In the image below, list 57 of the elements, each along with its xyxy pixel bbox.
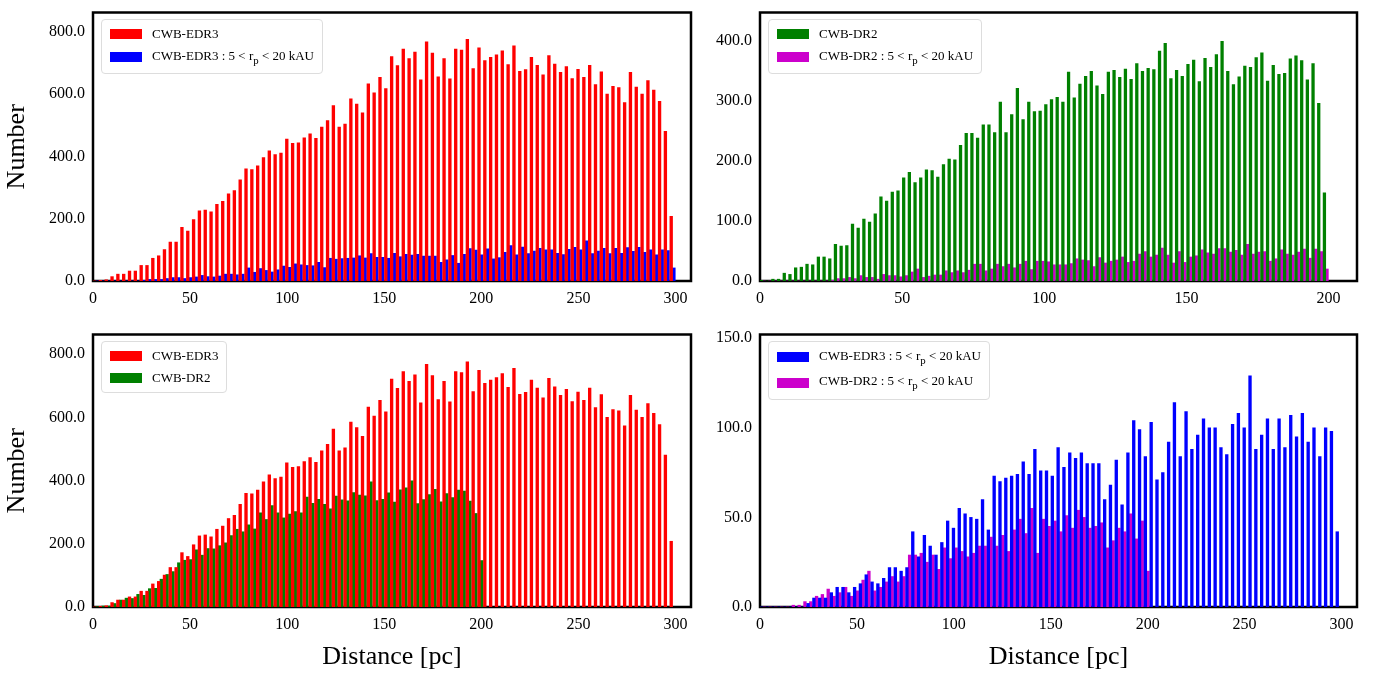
x-tick-label: 300	[663, 614, 688, 632]
x-axis-title: Distance [pc]	[322, 641, 462, 671]
x-tick-label: 250	[1232, 614, 1257, 632]
legend-label: CWB-DR2 : 5 < r$_{p}$ < 20 kAU	[819, 46, 974, 68]
x-tick-label: 150	[372, 614, 397, 632]
x-tick-label: 200	[1316, 288, 1341, 306]
x-tick-label: 0	[89, 288, 97, 306]
y-tick-label: 200.0	[49, 534, 85, 551]
x-tick-label: 300	[663, 288, 688, 306]
y-tick-label: 50.0	[724, 507, 752, 525]
x-tick-label: 50	[894, 288, 911, 306]
legend-label: CWB-DR2 : 5 < r$_{p}$ < 20 kAU	[819, 372, 974, 393]
legend-label: CWB-EDR3	[152, 346, 219, 365]
y-tick-label: 400.0	[49, 470, 85, 488]
x-tick-label: 50	[182, 288, 199, 306]
x-tick-label: 200	[1135, 614, 1160, 632]
legend-label: CWB-DR2	[819, 24, 878, 43]
x-tick-label: 0	[756, 288, 764, 306]
y-axis-title: Number	[1, 427, 31, 514]
x-tick-label: 50	[848, 614, 865, 632]
y-tick-label: 800.0	[49, 344, 85, 362]
x-tick-label: 0	[756, 614, 764, 632]
y-tick-label: 600.0	[49, 84, 85, 102]
y-tick-label: 150.0	[716, 328, 752, 346]
legend-label: CWB-DR2	[152, 368, 211, 387]
x-tick-label: 200	[469, 614, 494, 632]
y-tick-label: 0.0	[732, 271, 752, 289]
x-tick-label: 100	[941, 614, 966, 632]
x-tick-label: 150	[1174, 288, 1199, 306]
y-tick-label: 0.0	[65, 271, 85, 289]
legend-label: CWB-EDR3 : 5 < r$_{p}$ < 20 kAU	[152, 46, 314, 68]
y-tick-label: 200.0	[716, 151, 752, 169]
y-tick-label: 400.0	[716, 31, 752, 49]
y-tick-label: 800.0	[49, 22, 85, 40]
x-tick-label: 100	[275, 614, 300, 632]
legend-label: CWB-EDR3	[152, 24, 219, 43]
x-tick-label: 100	[1032, 288, 1057, 306]
y-tick-label: 100.0	[716, 211, 752, 229]
x-tick-label: 250	[566, 614, 591, 632]
x-tick-label: 300	[1329, 614, 1354, 632]
y-tick-label: 100.0	[716, 417, 752, 435]
y-tick-label: 200.0	[49, 208, 85, 226]
x-tick-label: 150	[1038, 614, 1063, 632]
y-axis-title: Number	[1, 103, 31, 190]
y-tick-label: 300.0	[716, 91, 752, 109]
x-tick-label: 150	[372, 288, 397, 306]
x-tick-label: 100	[275, 288, 300, 306]
y-tick-label: 600.0	[49, 407, 85, 425]
x-tick-label: 0	[89, 614, 97, 632]
x-tick-label: 50	[182, 614, 199, 632]
x-tick-label: 200	[469, 288, 494, 306]
y-tick-label: 0.0	[732, 597, 752, 615]
y-tick-label: 0.0	[65, 597, 85, 615]
legend-label: CWB-EDR3 : 5 < r$_{p}$ < 20 kAU	[819, 346, 981, 368]
y-tick-label: 400.0	[49, 146, 85, 164]
x-tick-label: 250	[566, 288, 591, 306]
x-axis-title: Distance [pc]	[988, 641, 1129, 671]
